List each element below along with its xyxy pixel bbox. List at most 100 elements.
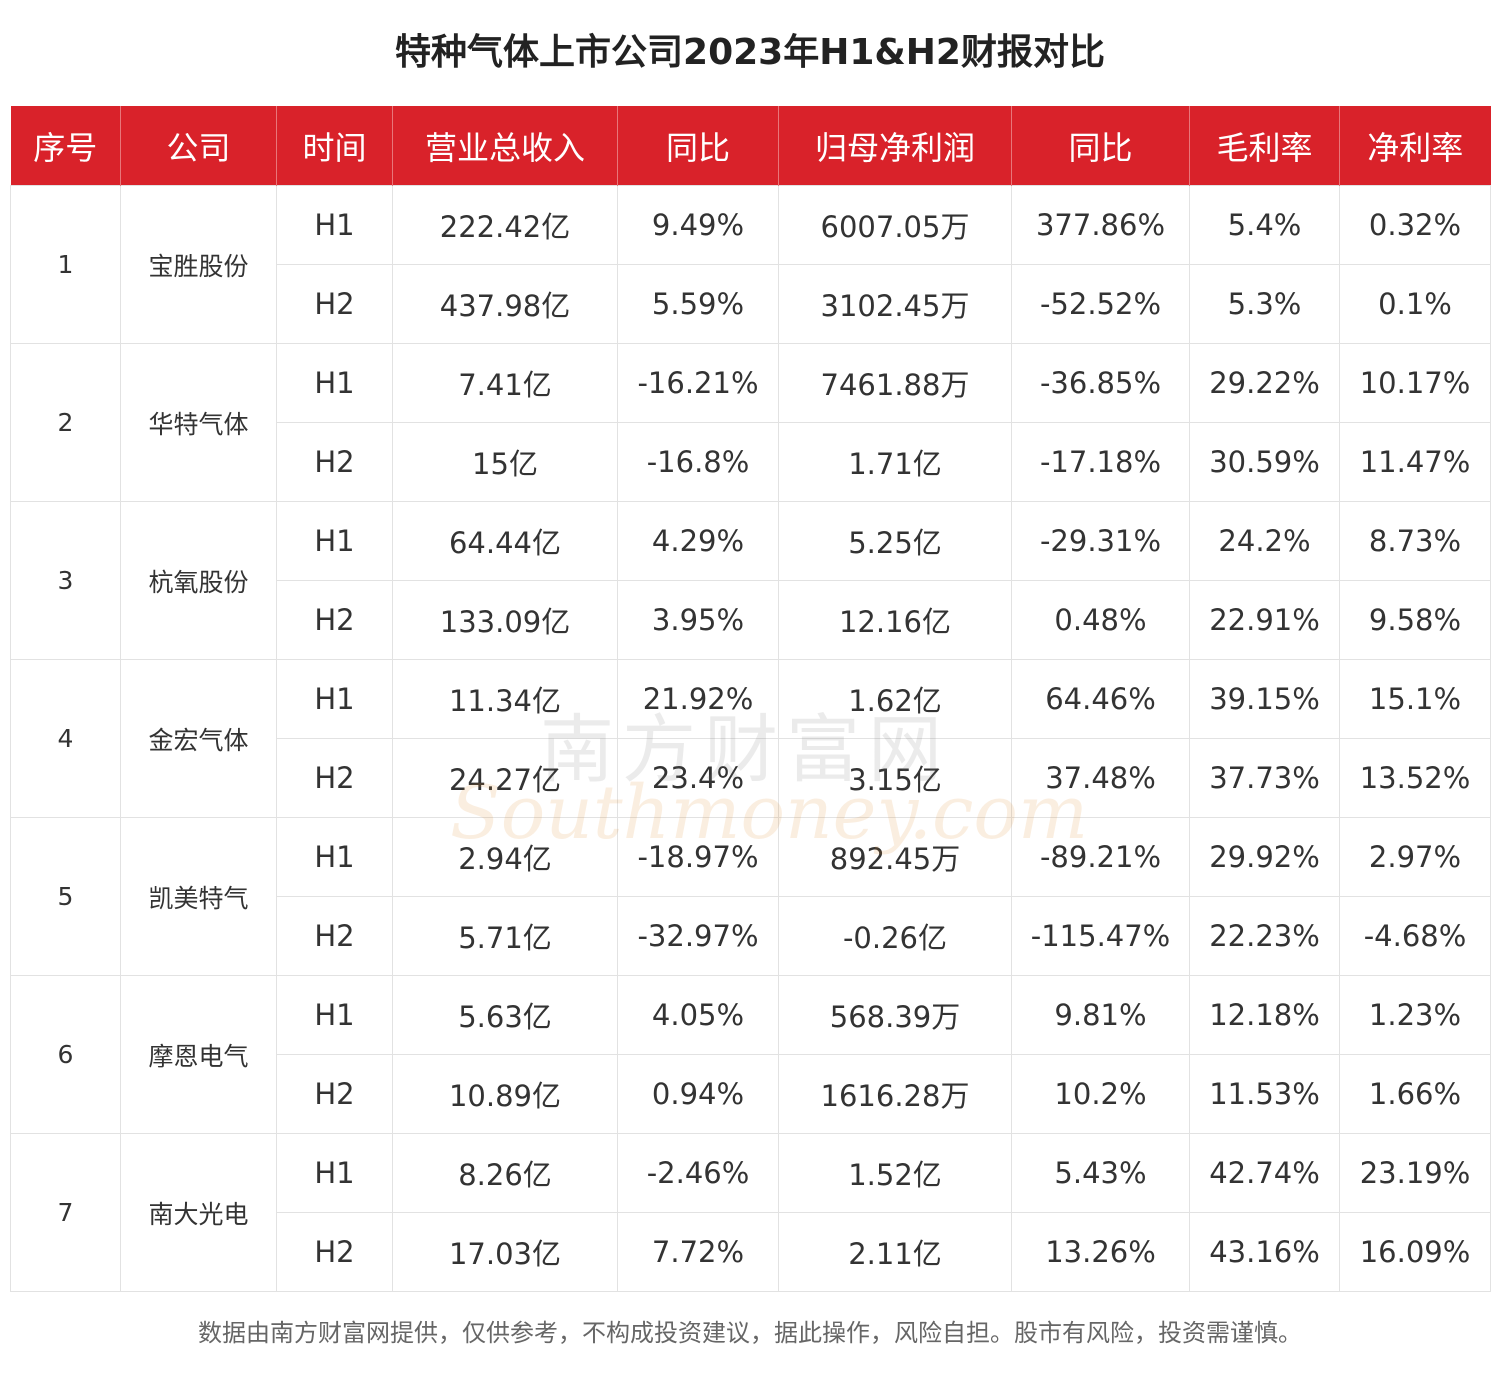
- table-row: 1 宝胜股份 H1 222.42亿 9.49% 6007.05万 377.86% 5.4% 0.…: [10, 185, 1491, 344]
- gross-margin-cell: 42.74%: [1189, 1133, 1340, 1213]
- revenue-cell: 15亿: [392, 422, 618, 502]
- seq-cell: 3: [10, 501, 121, 660]
- profit-yoy-cell: 64.46%: [1011, 659, 1190, 739]
- financial-comparison-table: 序号 公司 时间 营业总收入 同比 归母净利润 同比 毛利率 净利率 1 宝胜股份…: [10, 106, 1491, 1292]
- net-profit-cell: 5.25亿: [778, 501, 1012, 581]
- column-header-gross-margin: 毛利率: [1189, 106, 1340, 186]
- net-profit-cell: -0.26亿: [778, 896, 1012, 976]
- seq-cell: 5: [10, 817, 121, 976]
- company-cell: 凯美特气: [120, 817, 277, 976]
- gross-margin-cell: 11.53%: [1189, 1054, 1340, 1134]
- seq-cell: 7: [10, 1133, 121, 1292]
- table-row: H2 17.03亿 7.72% 2.11亿 13.26% 43.16% 16.09%: [11, 1212, 1491, 1292]
- profit-yoy-cell: 377.86%: [1011, 185, 1190, 265]
- revenue-cell: 222.42亿: [392, 185, 618, 265]
- revenue-yoy-cell: -32.97%: [617, 896, 779, 976]
- company-cell: 摩恩电气: [120, 975, 277, 1134]
- revenue-yoy-cell: -16.8%: [617, 422, 779, 502]
- net-margin-cell: 15.1%: [1339, 659, 1491, 739]
- profit-yoy-cell: 37.48%: [1011, 738, 1190, 818]
- table-row: 6 摩恩电气 H1 5.63亿 4.05% 568.39万 9.81% 12.18% 1.23%: [10, 975, 1491, 1134]
- profit-yoy-cell: -115.47%: [1011, 896, 1190, 976]
- revenue-cell: 24.27亿: [392, 738, 618, 818]
- revenue-yoy-cell: 9.49%: [617, 185, 779, 265]
- company-cell: 南大光电: [120, 1133, 277, 1292]
- revenue-yoy-cell: -2.46%: [617, 1133, 779, 1213]
- net-profit-cell: 1.71亿: [778, 422, 1012, 502]
- net-margin-cell: 16.09%: [1339, 1212, 1491, 1292]
- revenue-yoy-cell: 23.4%: [617, 738, 779, 818]
- table-row: 2 华特气体 H1 7.41亿 -16.21% 7461.88万 -36.85% 29.22%…: [10, 343, 1491, 502]
- revenue-cell: 2.94亿: [392, 817, 618, 897]
- table-row: H2 24.27亿 23.4% 3.15亿 37.48% 37.73% 13.52%: [11, 738, 1491, 818]
- period-cell: H2: [276, 896, 393, 976]
- profit-yoy-cell: 5.43%: [1011, 1133, 1190, 1213]
- net-margin-cell: 0.32%: [1339, 185, 1491, 265]
- net-margin-cell: 2.97%: [1339, 817, 1491, 897]
- gross-margin-cell: 24.2%: [1189, 501, 1340, 581]
- net-margin-cell: 1.23%: [1339, 975, 1491, 1055]
- period-cell: H2: [276, 1212, 393, 1292]
- table-row: H2 133.09亿 3.95% 12.16亿 0.48% 22.91% 9.58%: [11, 580, 1491, 660]
- revenue-cell: 7.41亿: [392, 343, 618, 423]
- table-row: 3 杭氧股份 H1 64.44亿 4.29% 5.25亿 -29.31% 24.2% 8.73%: [10, 501, 1491, 660]
- revenue-yoy-cell: 3.95%: [617, 580, 779, 660]
- net-profit-cell: 1.62亿: [778, 659, 1012, 739]
- column-header-net-profit: 归母净利润: [778, 106, 1012, 186]
- gross-margin-cell: 43.16%: [1189, 1212, 1340, 1292]
- profit-yoy-cell: -52.52%: [1011, 264, 1190, 344]
- revenue-cell: 64.44亿: [392, 501, 618, 581]
- period-cell: H1: [276, 343, 393, 423]
- company-cell: 杭氧股份: [120, 501, 277, 660]
- profit-yoy-cell: -36.85%: [1011, 343, 1190, 423]
- seq-cell: 6: [10, 975, 121, 1134]
- revenue-yoy-cell: 4.05%: [617, 975, 779, 1055]
- company-cell: 宝胜股份: [120, 185, 277, 344]
- gross-margin-cell: 22.23%: [1189, 896, 1340, 976]
- profit-yoy-cell: -17.18%: [1011, 422, 1190, 502]
- net-margin-cell: 1.66%: [1339, 1054, 1491, 1134]
- period-cell: H1: [276, 501, 393, 581]
- net-margin-cell: 10.17%: [1339, 343, 1491, 423]
- revenue-yoy-cell: -16.21%: [617, 343, 779, 423]
- column-header-profit-yoy: 同比: [1011, 106, 1190, 186]
- net-profit-cell: 3102.45万: [778, 264, 1012, 344]
- net-margin-cell: 23.19%: [1339, 1133, 1491, 1213]
- revenue-cell: 5.63亿: [392, 975, 618, 1055]
- net-margin-cell: 11.47%: [1339, 422, 1491, 502]
- revenue-yoy-cell: 21.92%: [617, 659, 779, 739]
- disclaimer-footer: 数据由南方财富网提供，仅供参考，不构成投资建议，据此操作，风险自担。股市有风险，…: [198, 1319, 1302, 1347]
- column-header-seq: 序号: [10, 106, 121, 186]
- gross-margin-cell: 29.22%: [1189, 343, 1340, 423]
- company-cell: 金宏气体: [120, 659, 277, 818]
- revenue-cell: 10.89亿: [392, 1054, 618, 1134]
- gross-margin-cell: 22.91%: [1189, 580, 1340, 660]
- net-margin-cell: 13.52%: [1339, 738, 1491, 818]
- net-profit-cell: 7461.88万: [778, 343, 1012, 423]
- table-row: H2 15亿 -16.8% 1.71亿 -17.18% 30.59% 11.47%: [11, 422, 1491, 502]
- period-cell: H1: [276, 975, 393, 1055]
- revenue-yoy-cell: -18.97%: [617, 817, 779, 897]
- gross-margin-cell: 5.3%: [1189, 264, 1340, 344]
- gross-margin-cell: 39.15%: [1189, 659, 1340, 739]
- profit-yoy-cell: 13.26%: [1011, 1212, 1190, 1292]
- table-row: 4 金宏气体 H1 11.34亿 21.92% 1.62亿 64.46% 39.15% 15.1…: [10, 659, 1491, 818]
- period-cell: H2: [276, 1054, 393, 1134]
- table-row: H2 10.89亿 0.94% 1616.28万 10.2% 11.53% 1.66%: [11, 1054, 1491, 1134]
- column-header-company: 公司: [120, 106, 277, 186]
- revenue-cell: 8.26亿: [392, 1133, 618, 1213]
- period-cell: H2: [276, 422, 393, 502]
- profit-yoy-cell: -29.31%: [1011, 501, 1190, 581]
- profit-yoy-cell: 0.48%: [1011, 580, 1190, 660]
- seq-cell: 2: [10, 343, 121, 502]
- net-margin-cell: 9.58%: [1339, 580, 1491, 660]
- revenue-cell: 437.98亿: [392, 264, 618, 344]
- period-cell: H2: [276, 738, 393, 818]
- net-profit-cell: 3.15亿: [778, 738, 1012, 818]
- column-header-revenue: 营业总收入: [392, 106, 618, 186]
- period-cell: H1: [276, 659, 393, 739]
- period-cell: H1: [276, 185, 393, 265]
- seq-cell: 1: [10, 185, 121, 344]
- table-row: H2 5.71亿 -32.97% -0.26亿 -115.47% 22.23% -4.68%: [11, 896, 1491, 976]
- gross-margin-cell: 12.18%: [1189, 975, 1340, 1055]
